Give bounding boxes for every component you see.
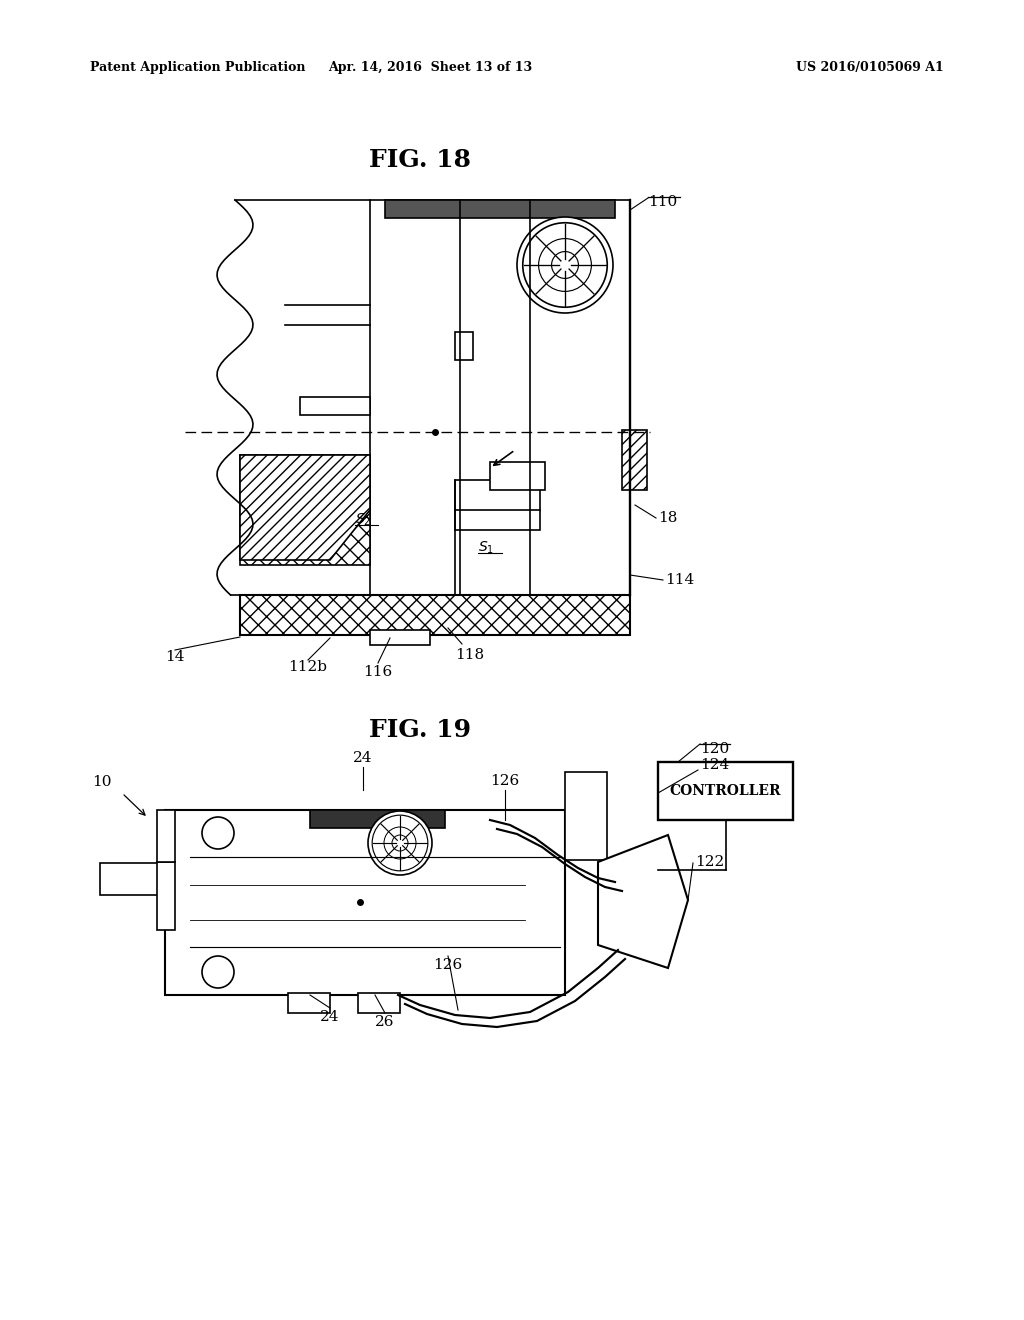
Bar [385, 201, 615, 218]
Polygon shape [598, 836, 688, 968]
Circle shape [517, 216, 613, 313]
Bar [455, 480, 540, 531]
Circle shape [202, 817, 234, 849]
Text: CONTROLLER: CONTROLLER [670, 784, 781, 799]
Text: 114: 114 [665, 573, 694, 587]
Polygon shape [240, 455, 370, 560]
Text: 112b: 112b [289, 660, 328, 675]
Bar [358, 993, 400, 1012]
Text: 124: 124 [700, 758, 729, 772]
Bar [240, 455, 370, 565]
Text: 14: 14 [165, 649, 184, 664]
Bar [310, 810, 445, 828]
Text: 110: 110 [648, 195, 677, 209]
Text: 126: 126 [490, 774, 519, 788]
Text: 120: 120 [700, 742, 729, 756]
Bar [240, 595, 630, 635]
Text: Apr. 14, 2016  Sheet 13 of 13: Apr. 14, 2016 Sheet 13 of 13 [328, 62, 532, 74]
Bar [370, 201, 630, 595]
Text: 116: 116 [364, 665, 392, 678]
Text: 118: 118 [456, 648, 484, 663]
Bar [165, 810, 565, 995]
Text: FIG. 19: FIG. 19 [369, 718, 471, 742]
Text: 10: 10 [92, 775, 112, 789]
Bar [300, 397, 370, 414]
Bar [157, 810, 175, 862]
Text: 24: 24 [321, 1010, 340, 1024]
Bar [100, 863, 165, 895]
Text: 24: 24 [353, 751, 373, 766]
Text: FIG. 18: FIG. 18 [369, 148, 471, 172]
Bar [370, 630, 430, 645]
Bar [565, 772, 607, 861]
Text: 18: 18 [658, 511, 677, 525]
Bar [490, 462, 545, 490]
Text: Patent Application Publication: Patent Application Publication [90, 62, 305, 74]
Circle shape [368, 810, 432, 875]
Bar [157, 862, 175, 931]
Text: $S_1$: $S_1$ [478, 540, 494, 556]
Text: 126: 126 [433, 958, 463, 972]
Bar [658, 762, 793, 820]
Text: $S_2$: $S_2$ [355, 512, 371, 528]
Text: 26: 26 [375, 1015, 394, 1030]
Text: 122: 122 [695, 855, 724, 869]
Bar [455, 333, 473, 360]
Text: US 2016/0105069 A1: US 2016/0105069 A1 [796, 62, 944, 74]
Circle shape [202, 956, 234, 987]
Bar [240, 595, 630, 635]
Bar [288, 993, 330, 1012]
Bar [622, 430, 647, 490]
